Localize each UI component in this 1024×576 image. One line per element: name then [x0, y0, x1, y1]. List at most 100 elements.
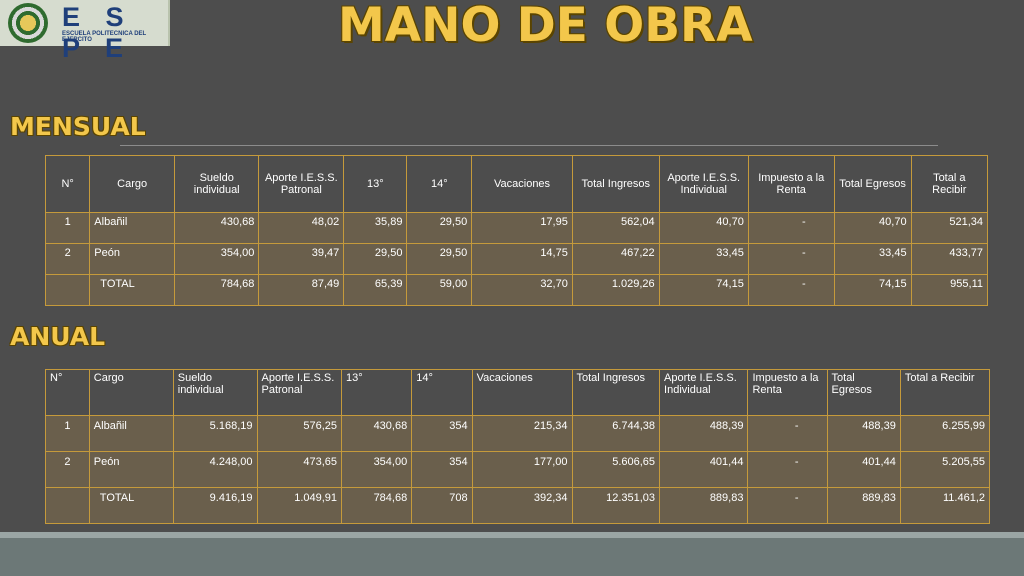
mensual-cell: - [747, 212, 835, 244]
mensual-table: N° Cargo Sueldo individual Aporte I.E.S.S. … [44, 155, 989, 306]
anual-cell [45, 487, 90, 524]
anual-cell: 1 [45, 415, 90, 452]
mensual-header-cell: Total a Recibir [910, 155, 989, 213]
anual-cell: 12.351,03 [571, 487, 661, 524]
mensual-header-cell: N° [44, 155, 91, 213]
mensual-cell: TOTAL [89, 274, 176, 306]
mensual-cell: 48,02 [258, 212, 345, 244]
section-mensual-label: MENSUAL [10, 112, 146, 141]
anual-cell: 6.744,38 [571, 415, 661, 452]
anual-cell: 708 [411, 487, 473, 524]
mensual-body: 1 Albañil 430,68 48,02 35,89 29,50 17,95 562,04… [44, 212, 989, 306]
mensual-cell: 1.029,26 [571, 274, 660, 306]
mensual-cell: Peón [89, 243, 176, 275]
mensual-cell: - [747, 243, 835, 275]
espe-logo: E S P E ESCUELA POLITECNICA DEL EJERCITO [0, 0, 170, 63]
anual-cell: TOTAL [88, 487, 174, 524]
anual-cell: 401,44 [826, 451, 901, 488]
mensual-header-cell: Aporte I.E.S.S. Patronal [258, 155, 345, 213]
anual-cell: - [747, 487, 828, 524]
mensual-cell: 29,50 [343, 243, 408, 275]
anual-header-cell: N° [45, 369, 90, 416]
anual-cell: 177,00 [471, 451, 573, 488]
mensual-cell: 33,45 [658, 243, 749, 275]
anual-cell: - [747, 451, 828, 488]
anual-cell: 473,65 [256, 451, 343, 488]
anual-header-cell: Cargo [88, 369, 174, 416]
mensual-header-cell: Sueldo individual [174, 155, 260, 213]
mensual-cell: 29,50 [406, 243, 473, 275]
mensual-cell: - [747, 274, 835, 306]
mensual-cell: 40,70 [833, 212, 912, 244]
anual-cell: 889,83 [659, 487, 749, 524]
anual-cell: 430,68 [341, 415, 413, 452]
anual-cell: 401,44 [659, 451, 749, 488]
mensual-header-cell: 14° [406, 155, 473, 213]
table-row: 1 Albañil 430,68 48,02 35,89 29,50 17,95 562,04… [44, 212, 989, 244]
anual-cell: 11.461,2 [899, 487, 991, 524]
mensual-cell: 521,34 [910, 212, 989, 244]
mensual-cell: 467,22 [571, 243, 660, 275]
anual-cell: 488,39 [659, 415, 749, 452]
mensual-cell: 2 [44, 243, 91, 275]
mensual-cell: 74,15 [833, 274, 912, 306]
anual-table: N° Cargo Sueldo individual Aporte I.E.S.S. … [45, 369, 991, 524]
logo-subtitle: ESCUELA POLITECNICA DEL EJERCITO [62, 31, 147, 43]
mensual-cell: 33,45 [833, 243, 912, 275]
mensual-cell: 74,15 [658, 274, 749, 306]
page-title: MANO DE OBRA [338, 0, 753, 53]
anual-header-cell: 14° [411, 369, 473, 416]
table-row: TOTAL 9.416,19 1.049,91 784,68 708 392,34 12.3… [45, 487, 991, 524]
mensual-cell [44, 274, 91, 306]
mensual-header-cell: Impuesto a la Renta [747, 155, 835, 213]
anual-header-cell: Aporte I.E.S.S. Individual [659, 369, 749, 416]
anual-header-cell: Sueldo individual [172, 369, 258, 416]
mensual-cell: 65,39 [343, 274, 408, 306]
mensual-cell: 39,47 [258, 243, 345, 275]
anual-cell: 4.248,00 [172, 451, 258, 488]
anual-header-cell: Total Ingresos [571, 369, 661, 416]
anual-header-cell: Total Egresos [826, 369, 901, 416]
section-anual-label: ANUAL [10, 322, 106, 351]
mensual-cell: 784,68 [174, 274, 260, 306]
mensual-cell: 562,04 [571, 212, 660, 244]
mensual-header-cell: Vacaciones [471, 155, 573, 213]
anual-cell: 1.049,91 [256, 487, 343, 524]
mensual-cell: Albañil [89, 212, 176, 244]
bottom-bar [0, 532, 1024, 576]
mensual-cell: 955,11 [910, 274, 989, 306]
anual-cell: 889,83 [826, 487, 901, 524]
mensual-cell: 29,50 [406, 212, 473, 244]
anual-header-row: N° Cargo Sueldo individual Aporte I.E.S.S. … [45, 369, 991, 416]
anual-cell: 5.606,65 [571, 451, 661, 488]
mensual-header-cell: Total Egresos [833, 155, 912, 213]
anual-cell: 5.168,19 [172, 415, 258, 452]
anual-cell: 488,39 [826, 415, 901, 452]
mensual-cell: 1 [44, 212, 91, 244]
anual-header-cell: 13° [341, 369, 413, 416]
anual-cell: 576,25 [256, 415, 343, 452]
mensual-cell: 433,77 [910, 243, 989, 275]
mensual-cell: 35,89 [343, 212, 408, 244]
anual-cell: Albañil [88, 415, 174, 452]
mensual-cell: 17,95 [471, 212, 573, 244]
table-row: TOTAL 784,68 87,49 65,39 59,00 32,70 1.029,26 7… [44, 274, 989, 306]
mensual-header-row: N° Cargo Sueldo individual Aporte I.E.S.S. … [44, 155, 989, 213]
mensual-cell: 59,00 [406, 274, 473, 306]
mensual-header-cell: Cargo [89, 155, 176, 213]
mensual-cell: 87,49 [258, 274, 345, 306]
divider [120, 145, 938, 146]
anual-cell: - [747, 415, 828, 452]
anual-header-cell: Total a Recibir [899, 369, 991, 416]
anual-cell: 354,00 [341, 451, 413, 488]
mensual-cell: 430,68 [174, 212, 260, 244]
anual-cell: Peón [88, 451, 174, 488]
logo-name: E S P E [62, 2, 133, 63]
mensual-header-cell: Aporte I.E.S.S. Individual [658, 155, 749, 213]
mensual-header-cell: Total Ingresos [571, 155, 660, 213]
table-row: 1 Albañil 5.168,19 576,25 430,68 354 215,34 6.7… [45, 415, 991, 452]
anual-cell: 5.205,55 [899, 451, 991, 488]
anual-header-cell: Aporte I.E.S.S. Patronal [256, 369, 343, 416]
mensual-cell: 354,00 [174, 243, 260, 275]
mensual-cell: 40,70 [658, 212, 749, 244]
